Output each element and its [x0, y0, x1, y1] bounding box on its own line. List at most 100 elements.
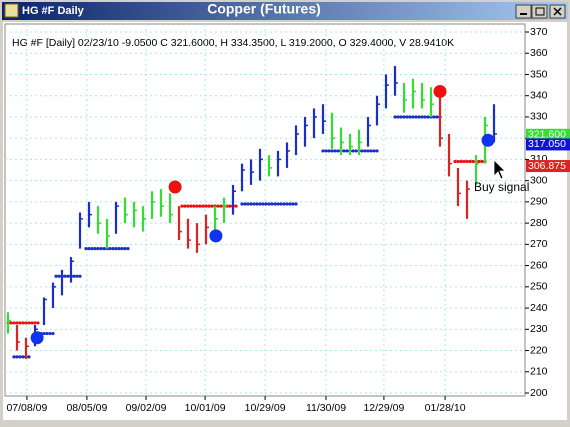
stop-dot — [426, 115, 430, 119]
stop-dot — [219, 204, 223, 208]
stop-dot — [420, 115, 424, 119]
price-label-box — [526, 160, 570, 173]
y-tick-label: 270 — [530, 238, 548, 250]
y-tick-label: 250 — [530, 281, 548, 293]
stop-dot — [18, 355, 22, 359]
stop-dot — [123, 247, 127, 251]
stop-dot — [12, 321, 16, 325]
y-tick-label: 210 — [530, 366, 548, 378]
y-tick-label: 350 — [530, 68, 548, 80]
stop-dot — [114, 247, 118, 251]
stop-dot — [363, 149, 367, 153]
x-tick-label: 10/29/09 — [245, 402, 286, 414]
stop-dot — [465, 159, 469, 164]
stop-dot — [330, 149, 334, 153]
stop-dot — [264, 202, 268, 206]
stop-dot — [183, 204, 187, 208]
stop-dot — [246, 202, 250, 206]
stop-dot — [120, 247, 124, 251]
stop-dot — [417, 115, 421, 119]
x-tick-label: 10/01/09 — [185, 402, 226, 414]
stop-dot — [198, 204, 202, 208]
stop-dot — [360, 149, 364, 153]
maximize-button[interactable] — [531, 4, 548, 19]
stop-dot — [402, 115, 406, 119]
stop-dot — [369, 149, 373, 153]
stop-dot — [42, 331, 46, 336]
stop-dot — [51, 331, 55, 336]
stop-dot — [252, 202, 256, 206]
stop-dot — [30, 321, 34, 325]
stop-dot — [462, 159, 466, 164]
stop-dot — [240, 202, 244, 206]
signal-dot — [433, 84, 447, 98]
stop-dot — [111, 247, 115, 251]
plot: 2002102202302402502602702802903003103203… — [5, 24, 570, 414]
stop-dot — [345, 149, 349, 153]
stop-dot — [366, 149, 370, 153]
stop-dot — [18, 321, 22, 325]
stop-dot — [72, 274, 76, 278]
stop-dot — [453, 159, 457, 164]
stop-dot — [291, 202, 295, 206]
icon — [535, 7, 545, 16]
stop-dot — [186, 204, 190, 208]
y-tick-label: 220 — [530, 344, 548, 356]
stop-dot — [108, 247, 112, 251]
cursor-arrow — [493, 159, 506, 180]
stop-dot — [282, 202, 286, 206]
stop-dot — [351, 149, 355, 153]
stop-dot — [21, 321, 25, 325]
x-tick-label: 08/05/09 — [66, 402, 107, 414]
stop-dot — [234, 204, 238, 208]
stop-dot — [90, 247, 94, 251]
stop-dot — [57, 274, 61, 278]
stop-dot — [327, 149, 331, 153]
stop-dot — [249, 202, 253, 206]
stop-dot — [192, 204, 196, 208]
stop-dot — [36, 321, 40, 325]
stop-dot — [66, 274, 70, 278]
y-tick-label: 360 — [530, 47, 548, 59]
stop-dot — [243, 202, 247, 206]
annotation: Buy signal — [474, 180, 529, 194]
stop-dot — [270, 202, 274, 206]
window-buttons[interactable] — [515, 4, 566, 19]
stop-dot — [99, 247, 103, 251]
stop-dot — [396, 115, 400, 119]
stop-dot — [84, 247, 88, 251]
stop-dot — [216, 204, 220, 208]
stop-dot — [75, 274, 79, 278]
stop-dot — [24, 321, 28, 325]
stop-dot — [324, 149, 328, 153]
y-tick-label: 330 — [530, 111, 548, 123]
stop-dot — [207, 204, 211, 208]
stop-dot — [288, 202, 292, 206]
signal-dot — [481, 133, 495, 147]
stop-dot — [336, 149, 340, 153]
stop-dot — [78, 274, 82, 278]
stop-dot — [408, 115, 412, 119]
stop-dot — [273, 202, 277, 206]
y-tick-label: 300 — [530, 174, 548, 186]
stop-dot — [342, 149, 346, 153]
stop-dot — [477, 159, 481, 164]
stop-dot — [48, 331, 52, 336]
minimize-button[interactable] — [515, 4, 532, 19]
stop-dot — [393, 115, 397, 119]
stop-dot — [372, 149, 376, 153]
stop-dot — [279, 202, 283, 206]
stop-dot — [411, 115, 415, 119]
app-icon — [4, 3, 19, 18]
price-label: 321.600 — [528, 129, 566, 141]
stop-dot — [180, 204, 184, 208]
stop-dot — [255, 202, 259, 206]
x-tick-label: 12/29/09 — [363, 402, 404, 414]
stop-dot — [258, 202, 262, 206]
icon — [553, 7, 562, 16]
stop-dot — [471, 159, 475, 164]
stop-dot — [15, 321, 19, 325]
stop-dot — [33, 321, 37, 325]
stop-dot — [96, 247, 100, 251]
